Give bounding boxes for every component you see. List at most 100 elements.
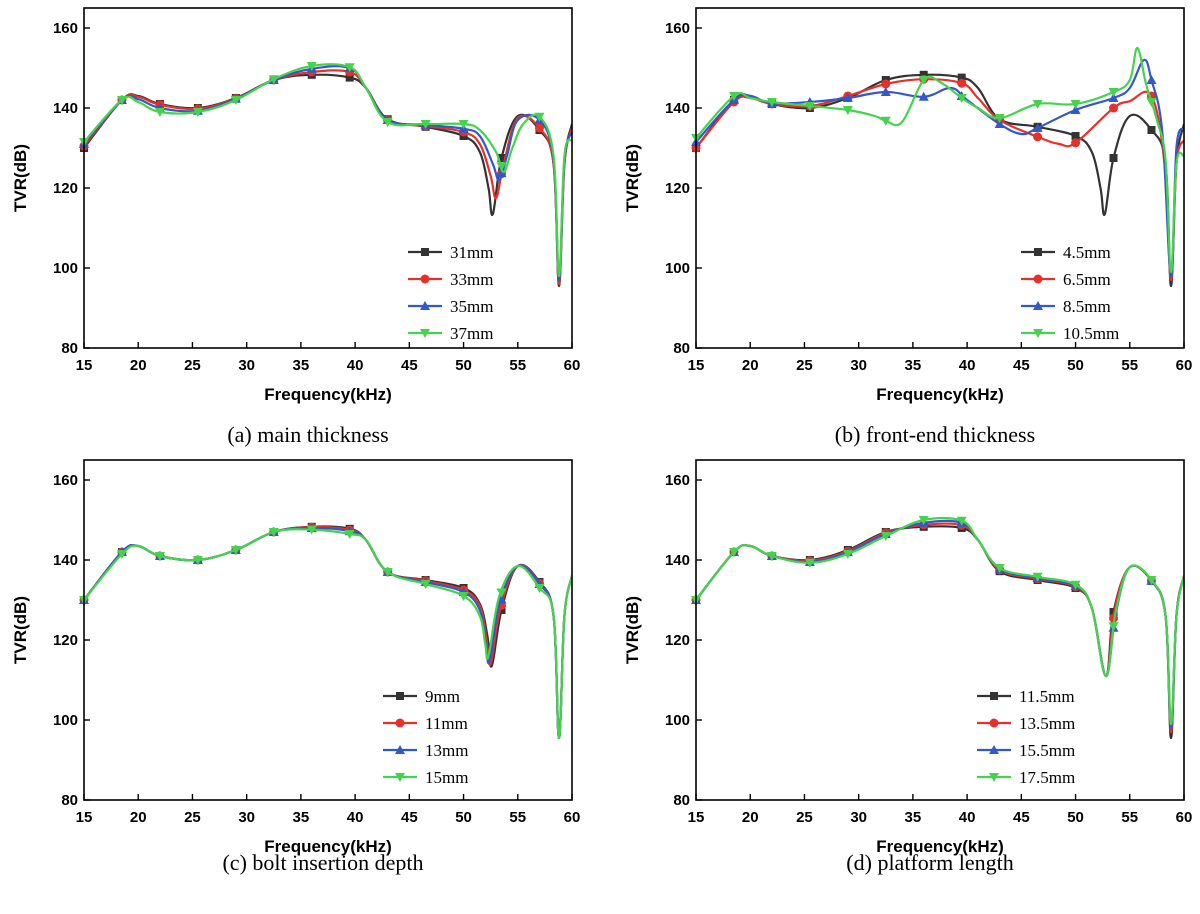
data-point	[1146, 98, 1157, 107]
y-tick-label: 80	[673, 792, 690, 809]
legend-label: 10.5mm	[1063, 324, 1119, 343]
series-markers-11.5mm	[692, 522, 1156, 616]
y-tick-label: 160	[53, 20, 78, 37]
series-markers-37mm	[79, 62, 545, 172]
data-point	[728, 92, 739, 101]
chart-panel-4: 15 20 25 30 35 40 45 50 55 60 80 100 120 140 160 Freque…	[623, 459, 1192, 875]
legend-marker	[395, 773, 405, 782]
data-point	[458, 120, 469, 129]
y-tick-label: 120	[665, 632, 690, 649]
data-point	[1109, 103, 1119, 113]
legend-label: 31mm	[450, 243, 493, 262]
legend-marker	[989, 773, 999, 782]
legend-label: 6.5mm	[1063, 270, 1111, 289]
panel-caption: (b) front-end thickness	[835, 422, 1035, 447]
y-axis-title: TVR(dB)	[623, 596, 642, 664]
legend-marker	[1034, 248, 1042, 256]
legend-marker	[396, 692, 404, 700]
legend-label: 13mm	[425, 741, 468, 760]
legend-marker	[420, 301, 430, 310]
x-tick-label: 30	[238, 809, 255, 826]
x-tick-label: 25	[796, 357, 813, 374]
legend-marker	[395, 745, 405, 754]
x-tick-label: 25	[184, 809, 201, 826]
x-tick-label: 15	[688, 357, 705, 374]
x-tick-label: 40	[959, 357, 976, 374]
data-point	[1147, 126, 1156, 134]
y-tick-label: 80	[61, 340, 78, 357]
x-tick-label: 15	[76, 809, 93, 826]
x-tick-label: 35	[905, 357, 922, 374]
data-point	[534, 584, 545, 593]
y-tick-label: 140	[53, 100, 78, 117]
data-point	[842, 550, 853, 559]
data-point	[382, 118, 393, 127]
y-tick-label: 140	[665, 100, 690, 117]
data-point	[230, 96, 241, 105]
data-point	[880, 532, 891, 541]
data-point	[1108, 622, 1119, 632]
legend: 9mm 11mm 13mm 15mm	[383, 687, 468, 787]
data-point	[382, 568, 393, 577]
data-point	[994, 564, 1005, 573]
data-point	[496, 168, 507, 178]
x-tick-label: 20	[130, 809, 147, 826]
data-point	[306, 525, 317, 535]
y-tick-label: 100	[665, 260, 690, 277]
legend-marker	[1033, 274, 1043, 284]
y-tick-label: 160	[665, 472, 690, 489]
x-tick-label: 45	[1013, 357, 1030, 374]
x-tick-label: 30	[850, 809, 867, 826]
x-tick-label: 20	[742, 357, 759, 374]
data-point	[306, 62, 317, 71]
x-tick-label: 30	[850, 357, 867, 374]
legend-label: 13.5mm	[1019, 714, 1075, 733]
x-tick-label: 25	[796, 809, 813, 826]
y-tick-label: 120	[665, 180, 690, 197]
x-tick-label: 30	[238, 357, 255, 374]
x-axis-title: Frequency(kHz)	[264, 385, 392, 404]
x-tick-label: 45	[401, 357, 418, 374]
y-axis-title: TVR(dB)	[11, 144, 30, 212]
x-tick-label: 55	[509, 357, 526, 374]
legend-label: 33mm	[450, 270, 493, 289]
data-point	[1071, 132, 1080, 140]
data-point	[918, 516, 929, 525]
data-point	[497, 154, 506, 162]
x-tick-label: 50	[1067, 357, 1084, 374]
legend-marker	[395, 718, 405, 728]
data-point	[1071, 138, 1081, 148]
y-tick-label: 160	[665, 20, 690, 37]
legend-label: 4.5mm	[1063, 243, 1111, 262]
chart-panel-1: 15 20 25 30 35 40 45 50 55 60 80 100 120 140 160 Freque…	[11, 7, 580, 447]
x-tick-label: 25	[184, 357, 201, 374]
x-tick-label: 60	[564, 809, 581, 826]
x-tick-label: 15	[688, 809, 705, 826]
data-point	[1032, 123, 1043, 132]
panel-caption: (c) bolt insertion depth	[222, 850, 423, 875]
data-point	[880, 87, 891, 96]
plot-frame	[83, 7, 573, 349]
series-markers-13.5mm	[691, 520, 1156, 623]
data-point	[804, 102, 815, 111]
series-markers-33mm	[79, 67, 544, 179]
data-point	[1108, 93, 1119, 102]
data-point	[534, 123, 544, 133]
series-markers-17.5mm	[691, 516, 1157, 632]
plot-frame	[695, 459, 1185, 801]
series-markers-13mm	[79, 523, 545, 604]
x-tick-label: 40	[347, 357, 364, 374]
legend: 11.5mm 13.5mm 15.5mm 17.5mm	[977, 687, 1075, 787]
panel-caption: (a) main thickness	[227, 422, 388, 447]
legend-label: 11mm	[425, 714, 468, 733]
data-point	[192, 108, 203, 117]
data-point	[116, 96, 127, 105]
y-axis-title: TVR(dB)	[11, 596, 30, 664]
series-markers-15.5mm	[691, 517, 1157, 632]
x-tick-label: 20	[742, 809, 759, 826]
x-tick-label: 40	[347, 809, 364, 826]
x-tick-label: 50	[455, 357, 472, 374]
x-tick-label: 50	[1067, 809, 1084, 826]
data-point	[881, 79, 891, 89]
